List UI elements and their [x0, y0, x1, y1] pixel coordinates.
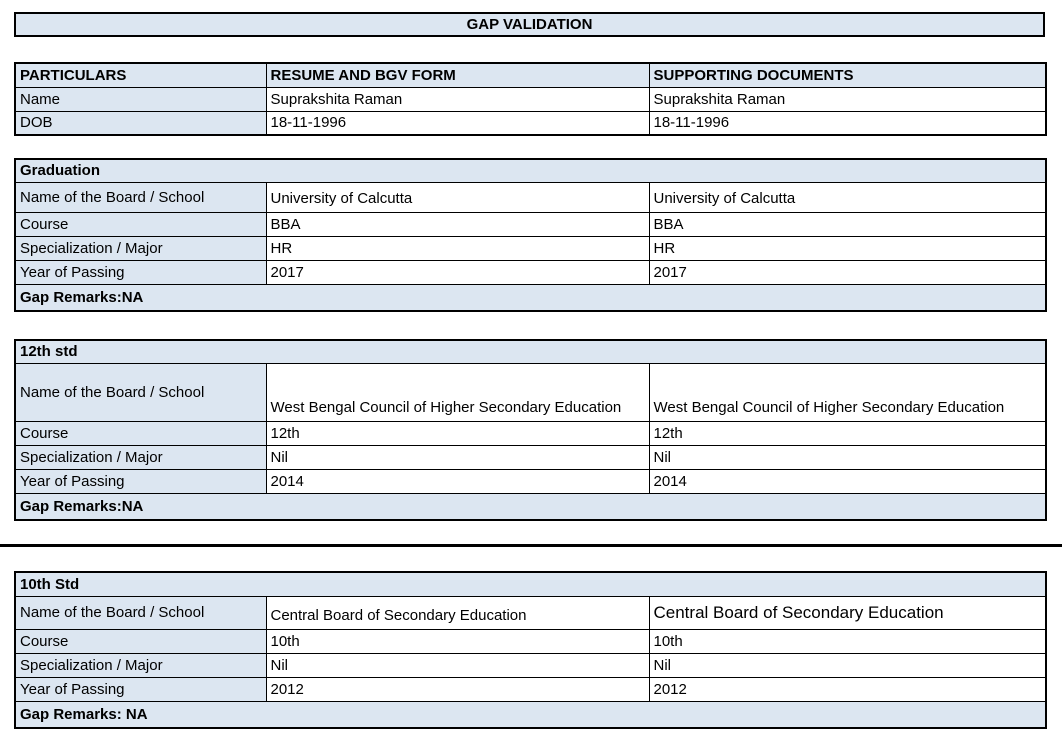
table-row-name: Name Suprakshita Raman Suprakshita Raman: [14, 86, 1047, 112]
row-label-specialization: Specialization / Major: [14, 444, 267, 470]
cell-year-resume: 2012: [265, 676, 650, 702]
row-label-name: Name: [14, 86, 267, 112]
row-label-specialization: Specialization / Major: [14, 652, 267, 678]
particulars-table: PARTICULARS RESUME AND BGV FORM SUPPORTI…: [14, 62, 1047, 136]
cell-name-resume: Suprakshita Raman: [265, 86, 650, 112]
cell-specialization-resume: HR: [265, 235, 650, 261]
section-title-tenth: 10th Std: [14, 571, 1047, 597]
table-row-board-school: Name of the Board / School Central Board…: [14, 595, 1047, 630]
gap-remarks-tenth: Gap Remarks: NA: [14, 700, 1047, 729]
cell-specialization-supporting: HR: [648, 235, 1047, 261]
cell-course-supporting: BBA: [648, 211, 1047, 237]
row-label-dob: DOB: [14, 110, 267, 136]
cell-year-supporting: 2017: [648, 259, 1047, 285]
row-label-course: Course: [14, 628, 267, 654]
table-row-specialization: Specialization / Major HR HR: [14, 235, 1047, 261]
table-row-specialization: Specialization / Major Nil Nil: [14, 652, 1047, 678]
twelfth-section-header-row: 12th std: [14, 339, 1047, 364]
table-row-board-school: Name of the Board / School West Bengal C…: [14, 362, 1047, 422]
cell-dob-resume: 18-11-1996: [265, 110, 650, 136]
tenth-gap-remarks-row: Gap Remarks: NA: [14, 700, 1047, 729]
cell-name-supporting: Suprakshita Raman: [648, 86, 1047, 112]
table-row-course: Course 10th 10th: [14, 628, 1047, 654]
cell-course-supporting: 12th: [648, 420, 1047, 446]
particulars-header-row: PARTICULARS RESUME AND BGV FORM SUPPORTI…: [14, 62, 1047, 88]
table-row-year-of-passing: Year of Passing 2012 2012: [14, 676, 1047, 702]
cell-specialization-supporting: Nil: [648, 444, 1047, 470]
table-row-course: Course BBA BBA: [14, 211, 1047, 237]
column-header-resume-bgv: RESUME AND BGV FORM: [265, 62, 650, 88]
row-label-board-school: Name of the Board / School: [14, 595, 267, 630]
document-title-box: GAP VALIDATION: [14, 12, 1045, 37]
cell-board-supporting: University of Calcutta: [648, 181, 1047, 213]
graduation-gap-remarks-row: Gap Remarks:NA: [14, 283, 1047, 312]
cell-specialization-supporting: Nil: [648, 652, 1047, 678]
gap-remarks-graduation: Gap Remarks:NA: [14, 283, 1047, 312]
cell-course-resume: BBA: [265, 211, 650, 237]
row-label-board-school: Name of the Board / School: [14, 362, 267, 422]
cell-course-resume: 10th: [265, 628, 650, 654]
gap-remarks-twelfth: Gap Remarks:NA: [14, 492, 1047, 521]
tenth-std-table: 10th Std Name of the Board / School Cent…: [14, 571, 1047, 729]
cell-course-resume: 12th: [265, 420, 650, 446]
column-header-particulars: PARTICULARS: [14, 62, 267, 88]
twelfth-std-table: 12th std Name of the Board / School West…: [14, 339, 1048, 521]
row-label-year-of-passing: Year of Passing: [14, 676, 267, 702]
cell-year-resume: 2017: [265, 259, 650, 285]
table-row-dob: DOB 18-11-1996 18-11-1996: [14, 110, 1047, 136]
graduation-section-header-row: Graduation: [14, 158, 1047, 183]
row-label-board-school: Name of the Board / School: [14, 181, 267, 213]
section-title-twelfth: 12th std: [14, 339, 1047, 364]
table-row-course: Course 12th 12th: [14, 420, 1047, 446]
table-row-year-of-passing: Year of Passing 2014 2014: [14, 468, 1047, 494]
section-title-graduation: Graduation: [14, 158, 1047, 183]
cell-year-resume: 2014: [265, 468, 650, 494]
tenth-section-header-row: 10th Std: [14, 571, 1047, 597]
table-row-year-of-passing: Year of Passing 2017 2017: [14, 259, 1047, 285]
cell-board-supporting: Central Board of Secondary Education: [648, 595, 1047, 630]
cell-year-supporting: 2014: [648, 468, 1047, 494]
cell-board-resume: University of Calcutta: [265, 181, 650, 213]
cell-board-supporting: West Bengal Council of Higher Secondary …: [648, 362, 1047, 422]
row-label-year-of-passing: Year of Passing: [14, 468, 267, 494]
document-title: GAP VALIDATION: [466, 16, 593, 33]
table-row-board-school: Name of the Board / School University of…: [14, 181, 1047, 213]
row-label-course: Course: [14, 211, 267, 237]
cell-course-supporting: 10th: [648, 628, 1047, 654]
column-header-supporting-docs: SUPPORTING DOCUMENTS: [648, 62, 1047, 88]
cell-board-resume: West Bengal Council of Higher Secondary …: [265, 362, 650, 422]
twelfth-gap-remarks-row: Gap Remarks:NA: [14, 492, 1047, 521]
cell-board-resume: Central Board of Secondary Education: [265, 595, 650, 630]
row-label-specialization: Specialization / Major: [14, 235, 267, 261]
cell-specialization-resume: Nil: [265, 652, 650, 678]
cell-year-supporting: 2012: [648, 676, 1047, 702]
cell-specialization-resume: Nil: [265, 444, 650, 470]
graduation-table: Graduation Name of the Board / School Un…: [14, 158, 1048, 312]
cell-dob-supporting: 18-11-1996: [648, 110, 1047, 136]
row-label-year-of-passing: Year of Passing: [14, 259, 267, 285]
table-row-specialization: Specialization / Major Nil Nil: [14, 444, 1047, 470]
row-label-course: Course: [14, 420, 267, 446]
page-break-divider: [0, 544, 1062, 547]
